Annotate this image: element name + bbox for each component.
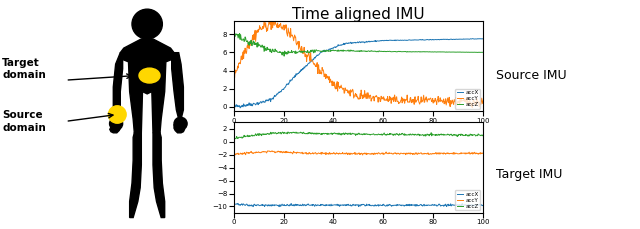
accZ [349,132,357,135]
Text: Target
domain: Target domain [3,57,46,80]
Polygon shape [153,133,164,218]
accX [479,38,487,40]
accY [479,100,487,102]
accX [365,41,373,43]
accY [474,101,482,104]
accZ [280,55,288,57]
accY [350,152,358,155]
accX [349,42,356,44]
accX [348,204,356,207]
Line: accX: accX [234,204,483,207]
Circle shape [108,106,126,123]
accX [479,204,487,207]
accX [378,204,386,207]
Legend: accX, accY, accZ: accX, accY, accZ [455,190,481,210]
accZ [474,51,481,54]
accX [469,37,477,40]
accZ [230,30,237,33]
Polygon shape [174,124,184,133]
Polygon shape [110,124,120,133]
accX [236,106,244,109]
Line: accY: accY [234,18,483,108]
Line: accZ: accZ [234,31,483,56]
accX [474,37,482,40]
Circle shape [132,9,163,39]
accX [435,38,442,41]
accZ [351,133,358,135]
accY [435,151,443,154]
accX [230,105,237,108]
Line: accZ: accZ [234,132,483,139]
Polygon shape [130,133,141,218]
accZ [379,50,387,53]
Polygon shape [120,39,174,133]
accZ [230,137,237,139]
accY [349,88,356,91]
accZ [366,133,374,136]
accY [268,150,276,152]
accX [379,39,387,42]
accZ [435,133,443,136]
accZ [479,51,487,54]
accZ [279,131,287,134]
accY [349,153,356,155]
accX [350,204,358,207]
accY [366,153,374,155]
accY [271,17,279,20]
Line: accX: accX [234,39,483,108]
accZ [350,50,358,52]
accY [230,71,237,73]
accZ [435,50,442,53]
Line: accY: accY [234,151,483,155]
accY [479,152,487,155]
Text: Target IMU: Target IMU [496,168,563,180]
accX [230,202,237,205]
Polygon shape [172,53,184,119]
Ellipse shape [139,68,160,83]
Text: Time aligned IMU: Time aligned IMU [292,7,425,22]
accX [350,41,358,44]
accX [465,205,473,208]
accZ [479,134,487,137]
Polygon shape [113,53,123,119]
Circle shape [174,117,187,130]
accX [474,204,481,207]
accY [350,95,358,98]
accY [474,153,482,156]
accY [380,153,387,156]
accZ [365,50,373,52]
accZ [232,137,239,140]
accZ [380,133,387,136]
accY [230,153,237,156]
accY [379,97,387,100]
Text: Source
domain: Source domain [3,110,46,133]
accY [365,97,373,100]
Circle shape [109,117,123,130]
Text: Source IMU: Source IMU [496,69,566,82]
accX [365,204,372,207]
accX [435,204,442,207]
Legend: accX, accY, accZ: accX, accY, accZ [455,89,481,109]
accZ [474,133,482,135]
accZ [349,49,356,52]
accY [468,106,476,109]
accY [359,154,367,156]
accY [435,101,442,104]
